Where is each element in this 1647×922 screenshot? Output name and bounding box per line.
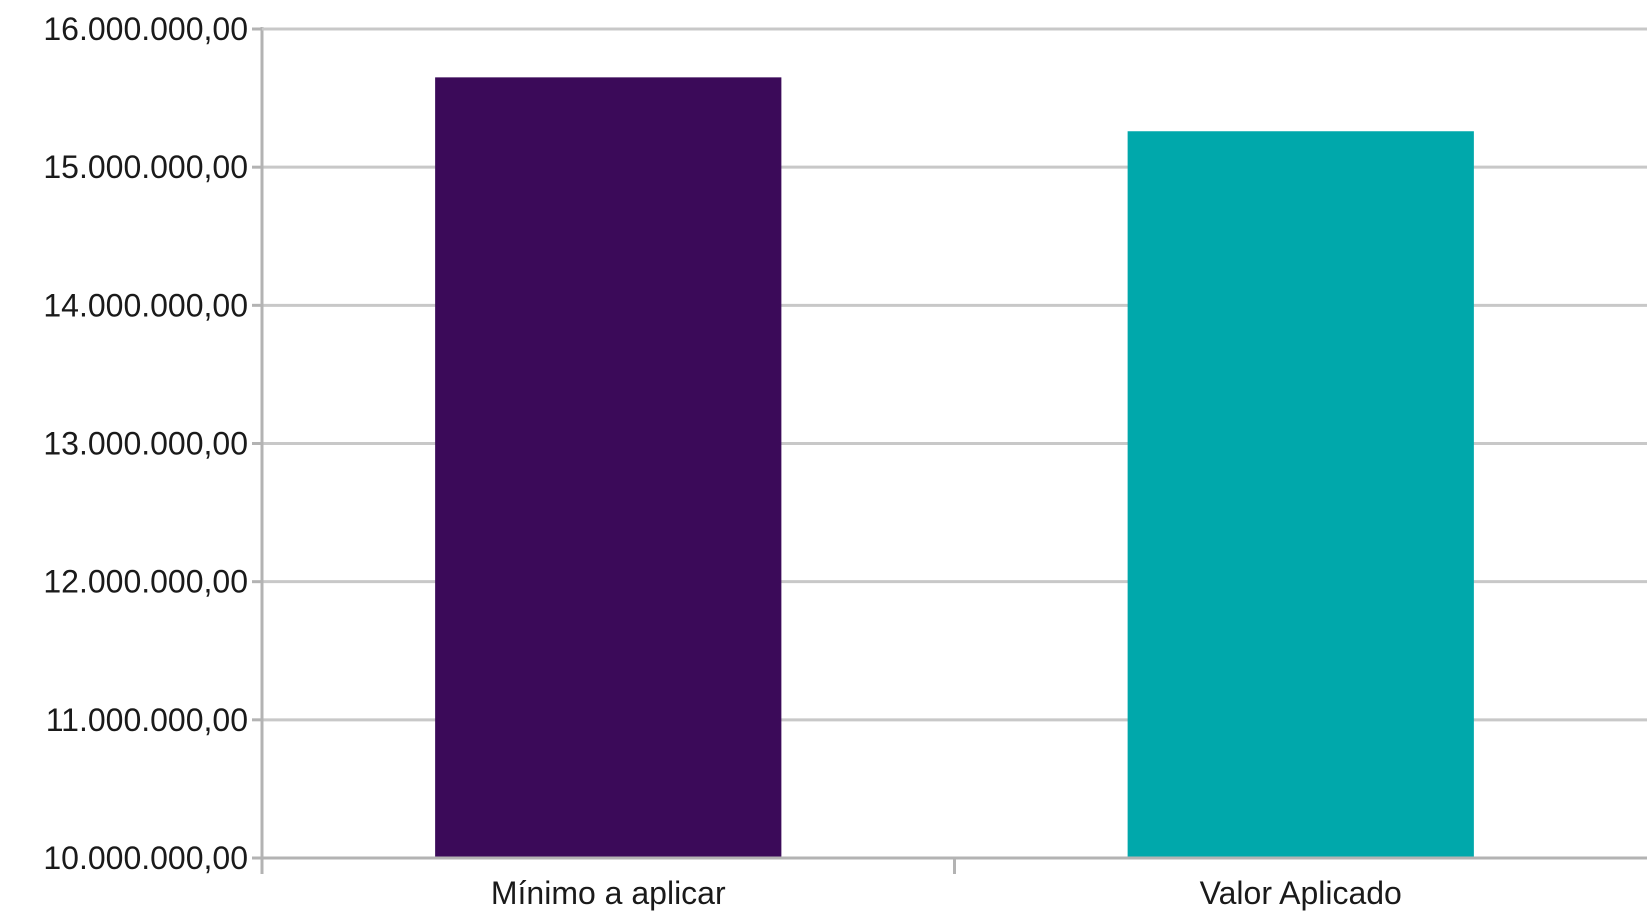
y-tick-labels: 10.000.000,00 11.000.000,00 12.000.000,00 1… bbox=[43, 11, 248, 876]
y-tick-label: 16.000.000,00 bbox=[43, 11, 248, 47]
bar-0 bbox=[435, 77, 782, 858]
bar-1 bbox=[1127, 131, 1474, 858]
category-label: Mínimo a aplicar bbox=[491, 875, 726, 911]
y-tick-label: 12.000.000,00 bbox=[43, 564, 248, 600]
y-tick-label: 11.000.000,00 bbox=[46, 702, 248, 738]
y-tick-label: 13.000.000,00 bbox=[43, 426, 248, 462]
axes bbox=[252, 27, 1647, 874]
bars bbox=[435, 77, 1474, 858]
category-label: Valor Aplicado bbox=[1200, 875, 1402, 911]
y-tick-label: 10.000.000,00 bbox=[43, 840, 248, 876]
y-tick-label: 14.000.000,00 bbox=[43, 287, 248, 323]
category-labels: Mínimo a aplicar Valor Aplicado bbox=[491, 875, 1402, 911]
y-tick-label: 15.000.000,00 bbox=[43, 149, 248, 185]
